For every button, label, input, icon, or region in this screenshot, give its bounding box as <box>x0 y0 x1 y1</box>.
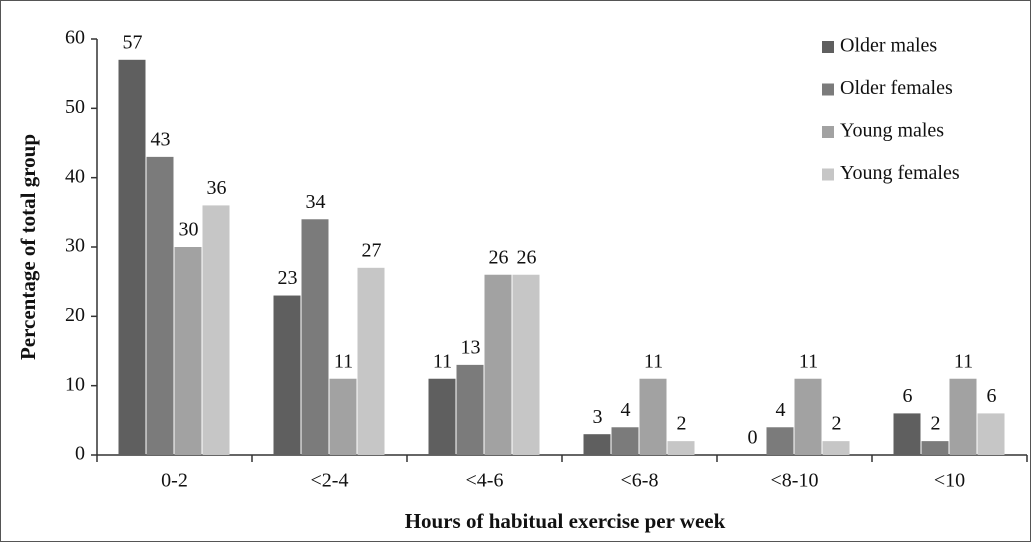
data-label: 11 <box>334 350 353 372</box>
y-tick-label: 0 <box>75 443 85 465</box>
data-label: 11 <box>799 350 818 372</box>
data-label: 26 <box>489 246 509 268</box>
legend-swatch <box>822 168 834 181</box>
bar <box>273 295 301 455</box>
bar <box>921 441 949 455</box>
bar <box>949 378 977 455</box>
data-label: 6 <box>987 385 997 407</box>
legend-label: Young females <box>840 162 960 184</box>
data-label: 11 <box>954 350 973 372</box>
data-label: 0 <box>748 427 758 449</box>
legend-label: Young males <box>840 120 944 142</box>
bar <box>428 378 456 455</box>
bar <box>667 441 695 455</box>
bar <box>794 378 822 455</box>
y-tick-label: 30 <box>65 235 85 257</box>
x-axis-title: Hours of habitual exercise per week <box>405 509 726 533</box>
legend-swatch <box>822 83 834 96</box>
bar <box>118 59 146 456</box>
legend-swatch <box>822 41 834 53</box>
bar <box>146 156 174 455</box>
data-label: 30 <box>179 219 199 241</box>
data-label: 27 <box>362 239 382 261</box>
y-tick-label: 50 <box>65 96 85 118</box>
data-label: 3 <box>593 406 603 428</box>
bar <box>639 378 667 455</box>
x-tick-label: <10 <box>934 470 965 492</box>
data-label: 4 <box>776 399 786 421</box>
data-label: 57 <box>123 31 143 53</box>
bar <box>174 247 202 455</box>
data-label: 6 <box>903 385 913 407</box>
x-tick-label: <4-6 <box>466 470 504 492</box>
legend-label: Older females <box>840 77 953 99</box>
x-tick-label: <8-10 <box>771 470 819 492</box>
bar <box>484 274 512 455</box>
bar <box>456 364 484 455</box>
x-tick-label: 0-2 <box>161 470 188 492</box>
legend-label: Older males <box>840 35 937 57</box>
y-tick-label: 40 <box>65 165 85 187</box>
x-tick-label: <6-8 <box>621 470 659 492</box>
bar <box>611 427 639 455</box>
legend-swatch <box>822 126 834 138</box>
y-tick-label: 60 <box>65 27 85 49</box>
data-label: 2 <box>677 413 687 435</box>
bar <box>977 413 1005 455</box>
bar <box>329 378 357 455</box>
bar <box>893 413 921 455</box>
y-tick-label: 20 <box>65 304 85 326</box>
data-label: 34 <box>306 191 326 213</box>
bar <box>357 267 385 455</box>
data-label: 2 <box>832 413 842 435</box>
x-tick-label: <2-4 <box>311 470 349 492</box>
bar <box>766 427 794 455</box>
y-axis-title: Percentage of total group <box>16 134 40 360</box>
data-label: 26 <box>517 246 537 268</box>
bar <box>202 205 230 455</box>
bar <box>822 441 850 455</box>
bar <box>301 219 329 455</box>
bar <box>512 274 540 455</box>
bar <box>583 434 611 455</box>
data-label: 36 <box>207 177 227 199</box>
data-label: 11 <box>644 350 663 372</box>
data-label: 4 <box>621 399 631 421</box>
data-label: 23 <box>278 267 298 289</box>
data-label: 11 <box>433 350 452 372</box>
data-label: 13 <box>461 336 481 358</box>
data-label: 43 <box>151 128 171 150</box>
data-label: 2 <box>931 413 941 435</box>
y-tick-label: 10 <box>65 373 85 395</box>
